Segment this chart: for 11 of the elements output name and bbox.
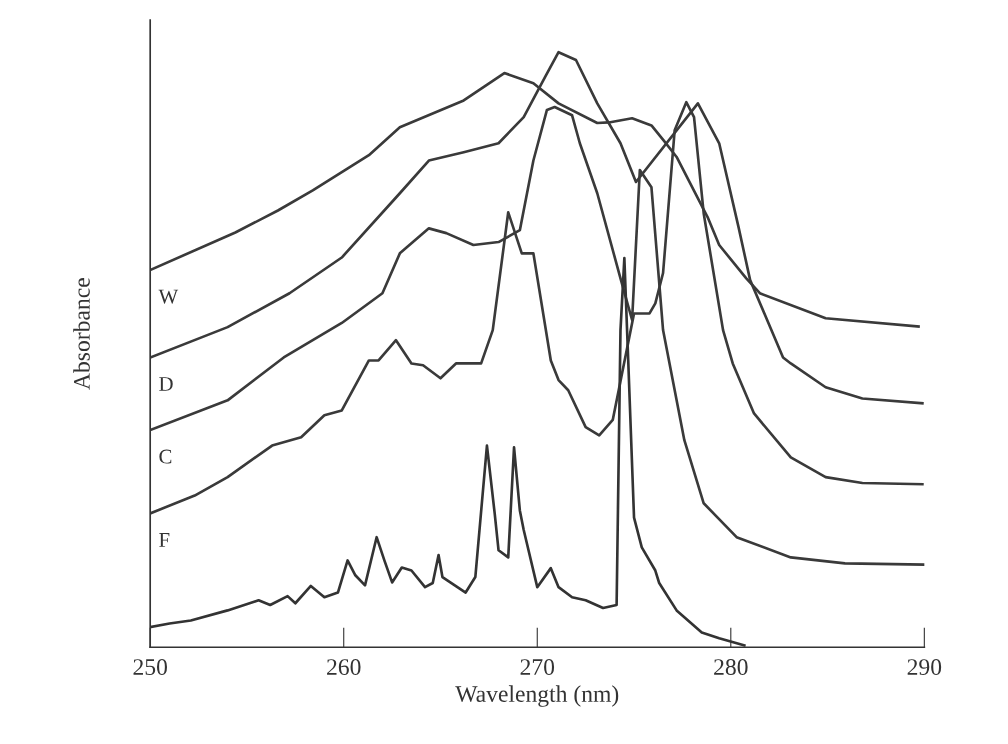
x-tick-label: 280 xyxy=(714,659,748,676)
series-label: C xyxy=(159,449,172,464)
series-label: D xyxy=(159,377,173,391)
x-tick-label: 290 xyxy=(907,659,942,676)
y-axis-title: Absorbance xyxy=(73,278,90,390)
x-tick-label: 270 xyxy=(520,659,555,676)
x-tick-label: 250 xyxy=(133,659,167,676)
x-axis-title: Wavelength (nm) xyxy=(455,685,619,707)
series-label: F xyxy=(159,533,170,547)
series-label: W xyxy=(158,289,179,304)
x-tick-label: 260 xyxy=(327,659,361,676)
